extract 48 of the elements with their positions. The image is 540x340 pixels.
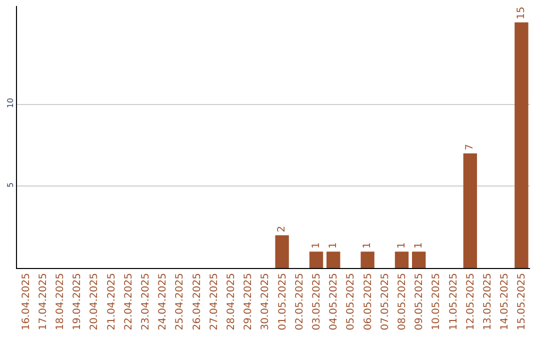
x-tick-label: 11.05.2025: [448, 273, 460, 330]
bar: [412, 252, 426, 268]
x-tick-label: 28.04.2025: [226, 273, 237, 330]
x-tick-label: 05.05.2025: [346, 273, 357, 330]
x-tick-label: 16.04.2025: [20, 273, 32, 330]
bar: [360, 252, 374, 268]
data-label: 1: [310, 242, 322, 249]
x-tick-label: 04.05.2025: [328, 273, 340, 330]
x-tick-label: 26.04.2025: [192, 273, 203, 330]
x-tick-label: 27.04.2025: [208, 273, 220, 330]
bar: [309, 252, 324, 268]
x-tick-label: 07.05.2025: [380, 273, 391, 330]
x-tick-label: 24.04.2025: [158, 273, 169, 330]
x-tick-label: 08.05.2025: [397, 273, 408, 330]
data-label: 1: [328, 242, 339, 249]
data-label: 7: [464, 144, 476, 150]
data-label: 2: [276, 226, 288, 232]
x-tick-label: 03.05.2025: [312, 273, 322, 330]
x-tick-label: 19.04.2025: [72, 273, 84, 330]
y-tick-label: 5: [6, 182, 15, 188]
x-tick-label: 20.04.2025: [89, 273, 100, 330]
x-tick-label: 14.05.2025: [500, 273, 511, 330]
x-tick-label: 06.05.2025: [362, 273, 374, 330]
x-tick-label: 02.05.2025: [294, 273, 306, 330]
x-tick-label: 18.04.2025: [55, 273, 66, 330]
x-tick-label: 29.04.2025: [243, 273, 254, 330]
x-tick-label: 30.04.2025: [260, 273, 272, 330]
x-tick-label: 22.04.2025: [123, 273, 134, 330]
x-tick-label: 21.04.2025: [106, 273, 118, 330]
x-tick-label: 12.05.2025: [465, 273, 476, 330]
bar: [275, 235, 289, 268]
data-label: 15: [516, 6, 527, 20]
x-tick-label: 17.04.2025: [38, 273, 49, 330]
data-label: 1: [362, 242, 374, 249]
data-label: 1: [396, 242, 408, 249]
x-tick-label: 23.04.2025: [140, 273, 152, 330]
y-tick-label: 10: [6, 98, 15, 108]
bar: [326, 252, 340, 268]
x-tick-label: 25.04.2025: [174, 273, 186, 330]
bar: [463, 153, 477, 268]
bar: [514, 22, 528, 268]
x-tick-label: 09.05.2025: [414, 273, 426, 330]
data-label: 1: [413, 242, 424, 249]
bar: [394, 252, 409, 268]
x-tick-label: 10.05.2025: [431, 273, 442, 330]
x-tick-label: 01.05.2025: [277, 273, 288, 330]
x-tick-label: 15.05.2025: [516, 273, 528, 330]
x-tick-label: 13.05.2025: [482, 273, 494, 330]
